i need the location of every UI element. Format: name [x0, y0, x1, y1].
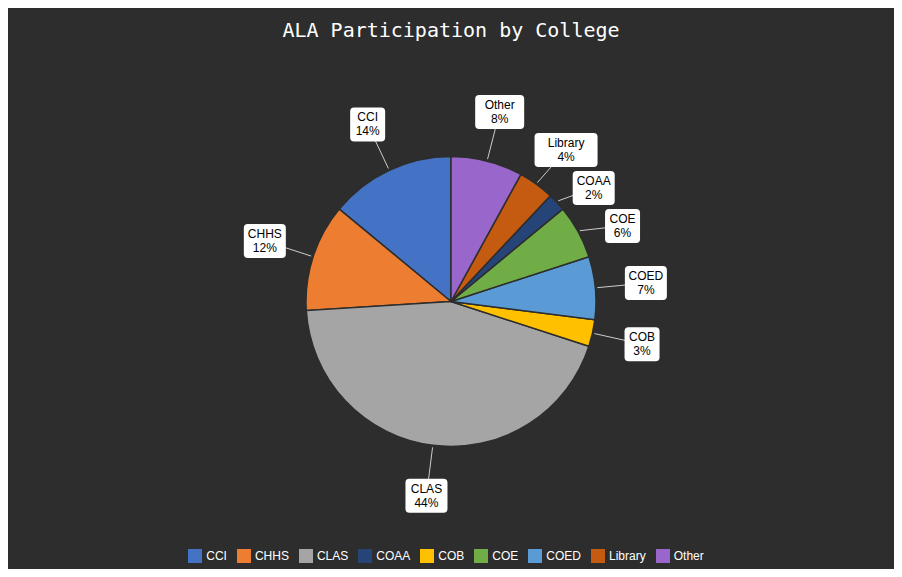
svg-text:COED7%: COED7% — [629, 269, 664, 297]
html-text:ALA Participation by College: ALA Participation by College — [282, 18, 620, 42]
svg-text:CHHS12%: CHHS12% — [248, 227, 282, 255]
svg-text:CCI14%: CCI14% — [356, 110, 380, 138]
html-text:COE: COE — [492, 549, 519, 563]
svg-text:CLAS44%: CLAS44% — [411, 482, 442, 510]
svg-text:COB3%: COB3% — [629, 330, 655, 358]
html-text:CHHS: CHHS — [254, 549, 289, 563]
svg-text:COE6%: COE6% — [610, 212, 636, 240]
html-text:CLAS: CLAS — [317, 549, 349, 563]
html-text:Other: Other — [673, 549, 704, 563]
svg-text:COAA2%: COAA2% — [577, 174, 611, 202]
html-text:COB: COB — [438, 549, 465, 563]
svg-text:Library4%: Library4% — [548, 136, 585, 164]
html-text:CCI: CCI — [206, 549, 227, 563]
html-text:COAA: COAA — [376, 549, 411, 563]
svg-text:Other8%: Other8% — [485, 98, 515, 126]
html-text:Library: Library — [609, 549, 646, 563]
html-text:COED: COED — [546, 549, 581, 563]
